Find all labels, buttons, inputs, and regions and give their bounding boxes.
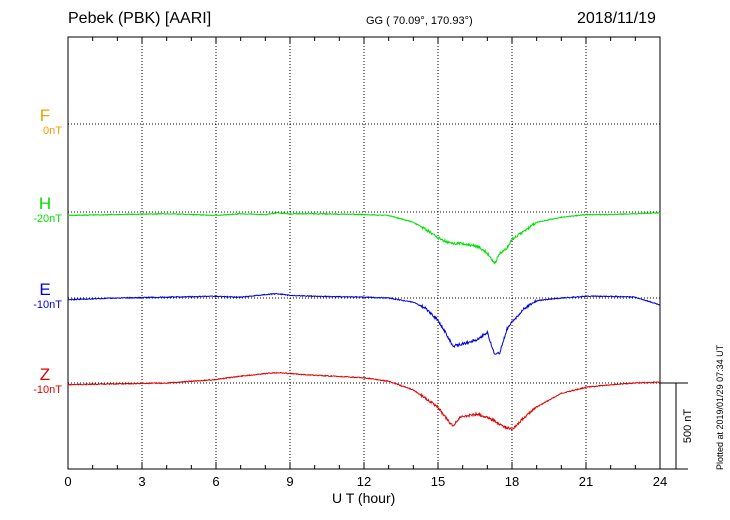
x-axis: 0 3 6 9 12 15 18 21 24 <box>64 37 667 489</box>
x-tick-label: 6 <box>212 474 219 489</box>
channel-label-e: E -10nT <box>0 281 62 312</box>
series-layer <box>67 211 661 431</box>
station-coordinates: GG ( 70.09°, 170.93°) <box>366 15 473 27</box>
channel-label-h: H -20nT <box>0 195 62 226</box>
x-tick-label: 0 <box>64 474 71 489</box>
channel-name: E <box>39 280 51 299</box>
series-line-h <box>67 211 661 265</box>
x-tick-label: 15 <box>431 474 445 489</box>
plot-date: 2018/11/19 <box>577 10 656 27</box>
x-tick-label: 9 <box>286 474 293 489</box>
channel-baseline-label: -20nT <box>33 213 62 225</box>
channel-baseline-label: -10nT <box>33 384 62 396</box>
channel-name: Z <box>39 365 51 384</box>
x-axis-label: U T (hour) <box>332 490 396 506</box>
scale-bar-label: 500 nT <box>682 409 694 444</box>
x-tick-label: 24 <box>653 474 667 489</box>
channel-baseline-label: 0nT <box>43 125 62 137</box>
station-title: Pebek (PBK) [AARI] <box>68 10 212 27</box>
series-line-z <box>67 371 661 431</box>
series-line-e <box>67 292 661 355</box>
channel-name: F <box>39 106 51 125</box>
channel-name: H <box>38 194 52 213</box>
x-tick-label: 18 <box>505 474 519 489</box>
grid-lines <box>68 37 660 469</box>
plotted-timestamp: Plotted at 2019/01/29 07:34 UT <box>715 344 725 470</box>
scale-bar: 500 nT <box>660 382 694 470</box>
x-tick-label: 21 <box>579 474 593 489</box>
x-tick-label: 12 <box>357 474 371 489</box>
channel-label-f: F 0nT <box>0 107 62 138</box>
channel-label-z: Z -10nT <box>0 366 62 397</box>
x-tick-label: 3 <box>138 474 145 489</box>
channel-baseline-label: -10nT <box>33 299 62 311</box>
